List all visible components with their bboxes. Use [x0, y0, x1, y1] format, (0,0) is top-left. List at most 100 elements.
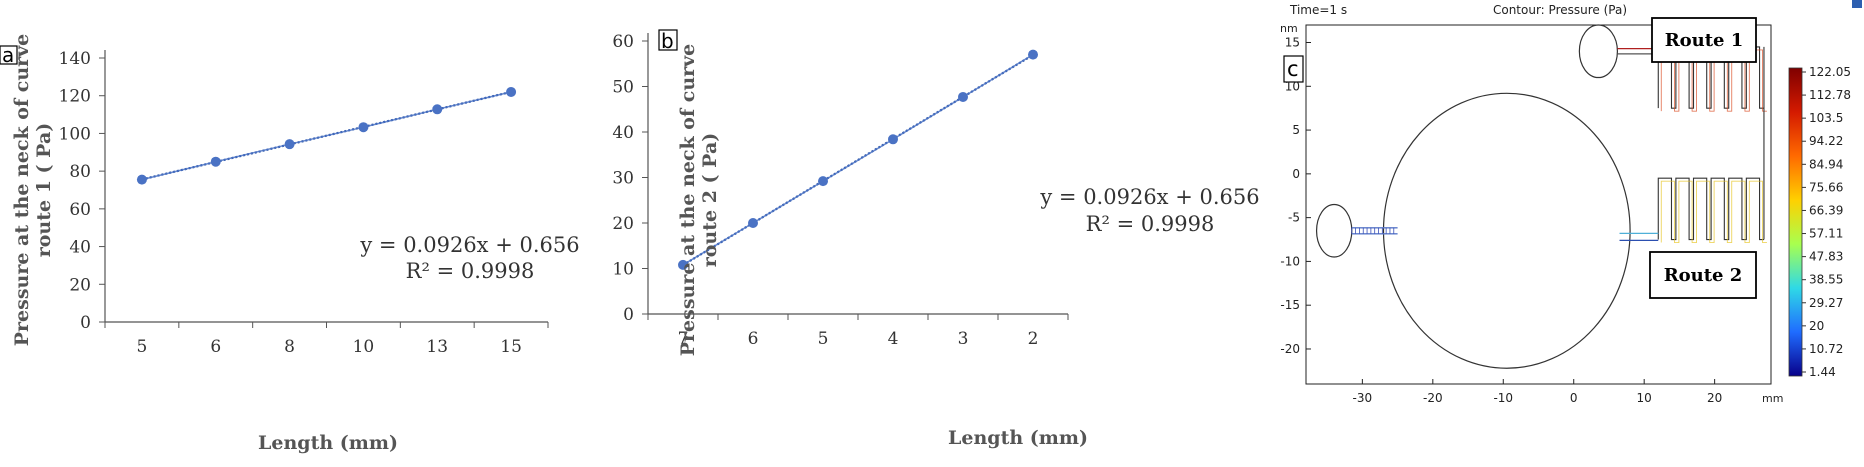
colorbar-tick-label: 84.94 — [1809, 157, 1843, 171]
panel-a-label: a — [2, 43, 14, 67]
chart-a-ylabel-line1: Pressure at the neck of curve — [11, 34, 33, 347]
chart-c: Route 1 Route 2 mm -30 -20 -10 0 10 20 15 10 5 0 -… — [1280, 17, 1783, 405]
corner-icon — [1852, 0, 1862, 8]
chart-b-xtick-label: 3 — [958, 329, 969, 349]
chart-b-series-line — [682, 54, 1034, 266]
chart-a-data-point — [506, 86, 517, 97]
panel-c-ytick-label: 15 — [1285, 36, 1300, 50]
chart-b-xtick-label: 6 — [748, 329, 759, 349]
colorbar-ticks: 122.05 112.78 103.5 94.22 84.94 75.66 66.39 57.… — [1802, 65, 1851, 379]
chart-a-ytick-label: 140 — [59, 49, 91, 69]
panel-c-label-box — [1283, 55, 1304, 83]
panel-c-title: Contour: Pressure (Pa) — [1493, 3, 1627, 17]
main-chamber — [1382, 92, 1631, 369]
top-reservoir — [1578, 24, 1619, 79]
chart-a-ytick-label: 80 — [69, 162, 91, 182]
colorbar-tick-label: 20 — [1809, 319, 1824, 333]
chart-a-xtick-label: 10 — [353, 337, 375, 357]
panel-c-ytick-label: 10 — [1285, 79, 1300, 93]
chart-a-data-point — [432, 104, 443, 115]
chart-a-ytick-label: 40 — [69, 238, 91, 258]
route-1-box — [1651, 17, 1757, 63]
colorbar-tick-label: 57.11 — [1809, 227, 1843, 241]
panel-c-x-unit: mm — [1762, 392, 1783, 405]
route-1-label: Route 1 — [1665, 30, 1744, 51]
chart-a-xlabel: Length (mm) — [258, 432, 398, 454]
chart-b-data-point — [818, 176, 828, 187]
chart-b: 0 10 20 30 40 50 60 7 6 5 4 3 2 — [612, 32, 1069, 349]
chart-b-ylabel-line2: route 2 ( Pa) — [699, 133, 721, 268]
panel-c-time-label: Time=1 s — [1289, 3, 1347, 17]
panel-b: b 0 10 20 30 40 50 60 7 6 5 4 3 2 Pressure at the ne… — [612, 29, 1259, 449]
chart-a-ytick-label: 60 — [69, 200, 91, 220]
panel-a: a 0 20 40 60 80 100 120 140 5 6 8 10 13 15 Pressure a… — [0, 34, 580, 454]
chart-a-ytick-label: 120 — [59, 87, 91, 107]
panel-c-ytick-label: 0 — [1292, 167, 1300, 181]
chart-b-data-point — [1028, 49, 1038, 60]
panel-a-label-box — [0, 45, 18, 65]
route-2-serpentine — [1657, 177, 1764, 241]
chart-b-ytick-label: 30 — [612, 169, 634, 189]
panel-c-ytick-label: -5 — [1288, 211, 1300, 225]
chart-b-ytick-label: 50 — [612, 78, 634, 98]
chart-a-ylabel-line2: route 1 ( Pa) — [33, 123, 55, 258]
chart-a-data-point — [136, 174, 147, 185]
panel-c-xtick-label: 10 — [1637, 391, 1652, 405]
chart-b-data-point — [678, 259, 688, 270]
chart-b-xlabel: Length (mm) — [948, 427, 1088, 449]
chart-a-ytick-label: 20 — [69, 275, 91, 295]
chart-a-ytick-label: 0 — [80, 313, 91, 333]
panel-c-ytick-label: 5 — [1292, 123, 1300, 137]
chart-a-xtick-label: 15 — [500, 337, 522, 357]
colorbar-tick-label: 29.27 — [1809, 296, 1843, 310]
panel-c-y-unit: nm — [1280, 22, 1298, 35]
colorbar-tick-label: 75.66 — [1809, 180, 1843, 194]
chart-b-ytick-label: 10 — [612, 260, 634, 280]
colorbar-tick-label: 122.05 — [1809, 65, 1851, 79]
colorbar-tick-label: 94.22 — [1809, 134, 1843, 148]
chart-b-ylabel: Pressure at the neck of curve route 2 ( … — [677, 44, 721, 357]
microchannel-geometry — [1315, 24, 1767, 369]
chart-b-ytick-label: 40 — [612, 123, 634, 143]
chart-a-data-point — [284, 139, 295, 150]
colorbar-tick-label: 66.39 — [1809, 203, 1843, 217]
chart-a-equation: y = 0.0926x + 0.656 — [359, 233, 579, 257]
colorbar-tick-label: 38.55 — [1809, 273, 1843, 287]
chart-b-ytick-label: 60 — [612, 32, 634, 52]
chart-b-ylabel-line1: Pressure at the neck of curve — [677, 44, 699, 357]
chart-b-ytick-label: 0 — [623, 305, 634, 325]
route-1-serpentine — [1657, 46, 1764, 109]
route-2-serpentine-inner — [1660, 180, 1767, 243]
chart-a-ylabel: Pressure at the neck of curve route 1 ( … — [11, 34, 55, 347]
panel-c-xtick-label: 20 — [1707, 391, 1722, 405]
chart-b-data-point — [958, 91, 968, 102]
chart-b-xtick-label: 7 — [678, 329, 689, 349]
chart-a-xtick-label: 13 — [426, 337, 448, 357]
panel-c-ytick-label: -10 — [1280, 254, 1300, 268]
panel-c-ytick-label: -15 — [1280, 298, 1300, 312]
chart-b-xtick-label: 4 — [888, 329, 899, 349]
chart-b-data-point — [888, 134, 898, 145]
panel-b-label-box — [658, 29, 678, 51]
chart-b-equation: y = 0.0926x + 0.656 — [1039, 185, 1259, 209]
chart-b-ytick-label: 20 — [612, 214, 634, 234]
chart-a-data-point — [210, 156, 221, 167]
chart-b-xtick-label: 5 — [818, 329, 829, 349]
panel-c-xtick-label: -30 — [1353, 391, 1373, 405]
panel-c-plot-frame — [1305, 24, 1772, 385]
panel-c: Time=1 s Contour: Pressure (Pa) nm c Rou… — [1280, 0, 1862, 405]
panel-c-xtick-label: -20 — [1423, 391, 1443, 405]
colorbar-tick-label: 103.5 — [1809, 111, 1843, 125]
colorbar-tick-label: 1.44 — [1809, 365, 1836, 379]
panel-c-ytick-label: -20 — [1280, 342, 1300, 356]
chart-a-r2: R² = 0.9998 — [406, 259, 535, 283]
colorbar-tick-label: 112.78 — [1809, 88, 1851, 102]
chart-b-r2: R² = 0.9998 — [1086, 212, 1215, 236]
panel-c-xtick-label: 0 — [1570, 391, 1578, 405]
chart-b-xtick-label: 2 — [1028, 329, 1039, 349]
colorbar-tick-label: 10.72 — [1809, 342, 1843, 356]
chart-a-ytick-label: 100 — [59, 124, 91, 144]
chart-a-data-point — [358, 122, 369, 133]
colorbar — [1788, 67, 1803, 377]
